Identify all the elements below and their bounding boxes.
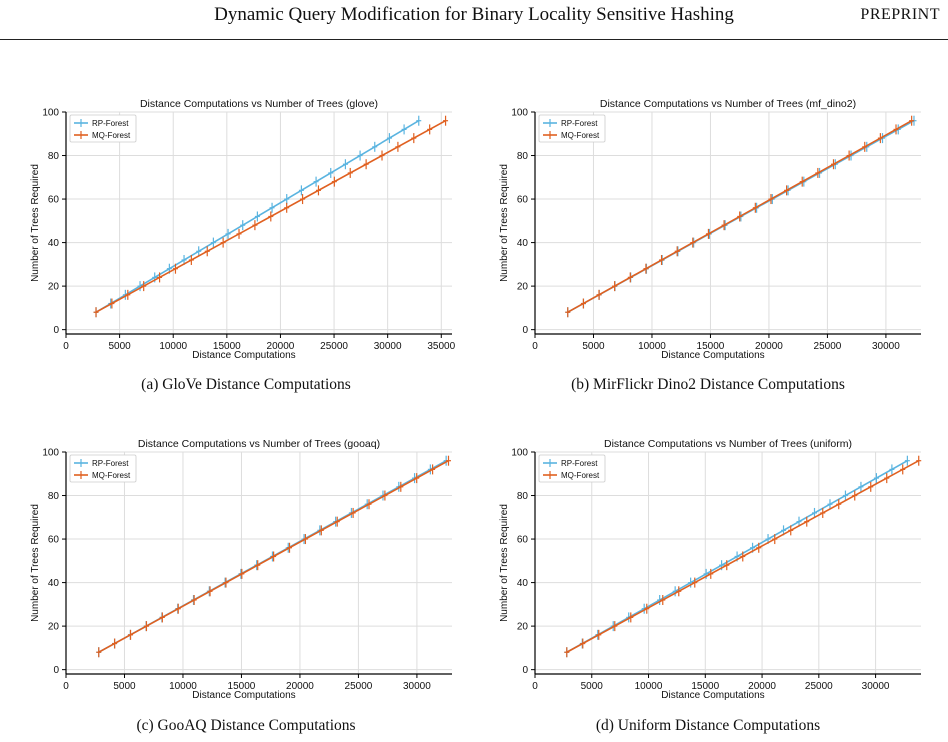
x-tick-label: 35000 — [427, 341, 455, 352]
y-tick-label: 20 — [48, 282, 60, 293]
figure-a: Distance Computations vs Number of Trees… — [26, 92, 466, 361]
chart-title: Distance Computations vs Number of Trees… — [138, 438, 380, 450]
x-tick-label: 5000 — [582, 341, 605, 352]
y-tick-label: 0 — [53, 665, 59, 676]
y-tick-label: 0 — [53, 325, 59, 336]
legend: RP-Forest MQ-Forest — [538, 114, 606, 143]
legend-label: MQ-Forest — [561, 471, 600, 480]
y-tick-label: 60 — [48, 195, 60, 206]
x-tick-label: 10000 — [638, 341, 666, 352]
y-tick-label: 100 — [511, 448, 528, 459]
series-mq-forest — [564, 455, 922, 658]
chart-title: Distance Computations vs Number of Trees… — [600, 98, 856, 110]
y-axis-label: Number of Trees Required — [499, 164, 510, 282]
legend-label: RP-Forest — [92, 119, 129, 128]
x-tick-label: 25000 — [814, 341, 842, 352]
y-tick-label: 60 — [517, 535, 529, 546]
legend-label: RP-Forest — [92, 459, 129, 468]
series-mq-forest — [93, 115, 449, 318]
x-tick-label: 15000 — [697, 341, 725, 352]
x-tick-label: 25000 — [805, 681, 833, 692]
x-tick-label: 30000 — [872, 341, 900, 352]
y-tick-label: 100 — [42, 448, 59, 459]
figure-c: Distance Computations vs Number of Trees… — [26, 432, 466, 701]
x-axis-label: Distance Computations — [192, 350, 295, 361]
chart-title: Distance Computations vs Number of Trees… — [140, 98, 378, 110]
x-tick-label: 0 — [63, 681, 69, 692]
x-tick-label: 5000 — [581, 681, 604, 692]
x-axis-label: Distance Computations — [661, 350, 764, 361]
x-tick-label: 0 — [63, 341, 69, 352]
y-tick-label: 0 — [522, 325, 528, 336]
figure-b: Distance Computations vs Number of Trees… — [495, 92, 935, 361]
y-tick-label: 40 — [48, 238, 60, 249]
y-tick-label: 40 — [48, 578, 60, 589]
y-tick-label: 80 — [517, 151, 529, 162]
preprint-tag: PREPRINT — [860, 6, 940, 23]
chart-mf-dino2: Distance Computations vs Number of Trees… — [499, 98, 921, 361]
legend: RP-Forest MQ-Forest — [69, 114, 137, 143]
x-tick-label: 25000 — [345, 681, 373, 692]
legend-label: RP-Forest — [561, 119, 598, 128]
caption-b: (b) MirFlickr Dino2 Distance Computation… — [571, 376, 845, 393]
x-tick-label: 20000 — [286, 681, 314, 692]
x-tick-label: 30000 — [862, 681, 890, 692]
caption-d: (d) Uniform Distance Computations — [595, 717, 821, 734]
y-tick-label: 80 — [48, 151, 60, 162]
y-tick-label: 100 — [42, 108, 59, 119]
chart-gooaq: Distance Computations vs Number of Trees… — [30, 438, 452, 701]
running-header-title: Dynamic Query Modification for Binary Lo… — [214, 4, 734, 25]
y-tick-label: 40 — [517, 238, 529, 249]
x-axis-label: Distance Computations — [661, 690, 764, 701]
series-mq-forest — [96, 455, 451, 658]
x-tick-label: 0 — [532, 341, 538, 352]
caption-a: (a) GloVe Distance Computations — [141, 376, 351, 393]
x-tick-label: 10000 — [169, 681, 197, 692]
x-tick-label: 15000 — [213, 341, 241, 352]
x-tick-label: 5000 — [108, 341, 131, 352]
x-tick-label: 10000 — [159, 341, 187, 352]
x-tick-label: 30000 — [374, 341, 402, 352]
chart-uniform: Distance Computations vs Number of Trees… — [499, 438, 922, 701]
y-tick-label: 60 — [517, 195, 529, 206]
caption-c: (c) GooAQ Distance Computations — [136, 717, 356, 734]
y-tick-label: 60 — [48, 535, 60, 546]
series-rp-forest — [564, 455, 910, 658]
legend-label: RP-Forest — [561, 459, 598, 468]
y-axis-label: Number of Trees Required — [30, 504, 41, 622]
y-tick-label: 20 — [517, 282, 529, 293]
legend-label: MQ-Forest — [92, 131, 131, 140]
chart-title: Distance Computations vs Number of Trees… — [604, 438, 852, 450]
series-rp-forest — [93, 115, 422, 318]
x-tick-label: 20000 — [748, 681, 776, 692]
y-tick-label: 80 — [48, 491, 60, 502]
y-tick-label: 20 — [517, 622, 529, 633]
legend: RP-Forest MQ-Forest — [69, 454, 137, 483]
y-tick-label: 20 — [48, 622, 60, 633]
x-tick-label: 25000 — [320, 341, 348, 352]
x-tick-label: 20000 — [267, 341, 295, 352]
series-mq-forest — [565, 115, 915, 318]
legend-label: MQ-Forest — [561, 131, 600, 140]
chart-glove: Distance Computations vs Number of Trees… — [30, 98, 456, 361]
y-tick-label: 0 — [522, 665, 528, 676]
x-tick-label: 10000 — [635, 681, 663, 692]
x-tick-label: 20000 — [755, 341, 783, 352]
y-axis-label: Number of Trees Required — [30, 164, 41, 282]
legend-label: MQ-Forest — [92, 471, 131, 480]
legend: RP-Forest MQ-Forest — [538, 454, 606, 483]
y-tick-label: 80 — [517, 491, 529, 502]
x-tick-label: 5000 — [113, 681, 136, 692]
figure-d: Distance Computations vs Number of Trees… — [495, 432, 935, 701]
header-rule — [0, 39, 948, 40]
x-axis-label: Distance Computations — [192, 690, 295, 701]
y-tick-label: 100 — [511, 108, 528, 119]
x-tick-label: 15000 — [691, 681, 719, 692]
y-tick-label: 40 — [517, 578, 529, 589]
x-tick-label: 30000 — [403, 681, 431, 692]
y-axis-label: Number of Trees Required — [499, 504, 510, 622]
x-tick-label: 0 — [532, 681, 538, 692]
x-tick-label: 15000 — [228, 681, 256, 692]
